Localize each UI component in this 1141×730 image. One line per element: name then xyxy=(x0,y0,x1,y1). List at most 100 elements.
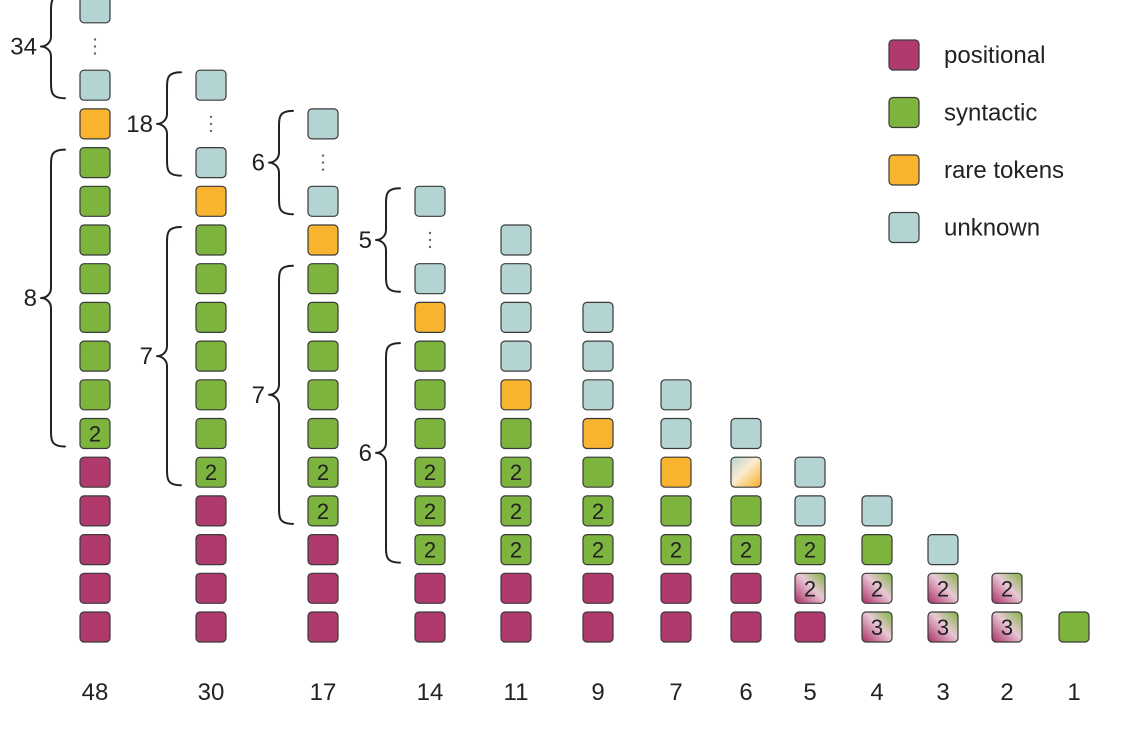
ellipsis-dot xyxy=(321,154,325,157)
positional-block xyxy=(307,533,339,566)
brace-count-label: 6 xyxy=(252,150,265,177)
rare-token-block xyxy=(195,185,227,217)
block-multiplicity: 2 xyxy=(424,460,436,485)
syntactic-block xyxy=(307,263,339,295)
ellipsis-dot xyxy=(93,45,97,48)
syntactic-block xyxy=(79,417,111,450)
positional-block xyxy=(79,495,111,527)
unknown-block xyxy=(582,301,614,333)
syntactic-block xyxy=(307,379,339,411)
column-count-label: 17 xyxy=(310,679,337,706)
rare-token-block xyxy=(79,108,111,140)
ellipsis-dot xyxy=(321,168,325,171)
legend-swatch xyxy=(888,96,920,129)
ellipsis-dots xyxy=(209,115,213,133)
positional-block xyxy=(500,611,532,643)
ellipsis-dot xyxy=(209,115,213,119)
column-6: 26 xyxy=(730,417,762,706)
column-48: 2 8 34 48 xyxy=(10,0,111,706)
syntactic-block xyxy=(195,340,227,372)
legend-label: positional xyxy=(944,42,1045,69)
syntactic-block xyxy=(307,340,339,372)
brace-count-label: 6 xyxy=(359,440,372,467)
columns: 2834482718302276172226514222112292726225… xyxy=(10,0,1090,706)
positional-block xyxy=(582,611,614,643)
block-multiplicity: 2 xyxy=(592,538,604,563)
rare-unknown-block xyxy=(730,456,762,488)
block-multiplicity: 2 xyxy=(510,499,522,524)
syntactic-block xyxy=(500,417,532,450)
positional-block xyxy=(79,572,111,604)
unknown-block xyxy=(730,417,762,450)
column-count-label: 3 xyxy=(936,679,949,706)
ellipsis-dots xyxy=(93,38,97,55)
syntactic-block xyxy=(582,495,614,527)
syntactic-block xyxy=(79,379,111,411)
column-count-label: 4 xyxy=(870,679,883,706)
positional-block xyxy=(730,572,762,604)
syntactic-block xyxy=(582,456,614,488)
syntactic-block xyxy=(414,340,446,372)
legend-label: syntactic xyxy=(944,100,1037,127)
syntactic-block xyxy=(500,456,532,488)
column-14: 2 2 2 6 5 14 xyxy=(359,185,446,706)
unknown-block xyxy=(195,69,227,101)
unknown-block xyxy=(794,456,826,488)
block-multiplicity: 2 xyxy=(804,538,816,563)
legend-label: rare tokens xyxy=(944,157,1064,184)
column-count-label: 11 xyxy=(504,679,529,706)
block-multiplicity: 2 xyxy=(510,460,522,485)
column-17: 2 2 7 6 17 xyxy=(252,108,339,706)
ellipsis-dot xyxy=(428,238,432,242)
block-multiplicity: 3 xyxy=(871,615,883,640)
positional-block xyxy=(582,572,614,604)
ellipsis-dot xyxy=(209,129,213,133)
column-1: 1 xyxy=(1058,611,1090,706)
rare-token-block xyxy=(414,301,446,333)
rare-token-block xyxy=(582,417,614,450)
group-brace xyxy=(375,187,401,293)
block-multiplicity: 2 xyxy=(317,499,329,524)
unknown-block xyxy=(307,108,339,140)
group-brace xyxy=(156,71,182,177)
syntactic-block xyxy=(195,301,227,333)
block-multiplicity: 2 xyxy=(937,576,949,601)
unknown-block xyxy=(500,340,532,372)
brace-count-label: 7 xyxy=(252,382,265,409)
group-brace xyxy=(268,109,294,216)
rare-token-block xyxy=(500,379,532,411)
syntactic-block xyxy=(79,340,111,372)
column-30: 2 7 18 30 xyxy=(126,69,227,706)
unknown-block xyxy=(582,379,614,411)
unknown-block xyxy=(861,495,893,527)
positional-block xyxy=(730,611,762,643)
brace-count-label: 18 xyxy=(126,111,153,138)
column-count-label: 48 xyxy=(82,679,109,706)
group-brace xyxy=(268,264,294,525)
unknown-block xyxy=(500,301,532,333)
group-brace xyxy=(40,0,66,100)
positional-syntactic-block xyxy=(794,572,826,604)
syntactic-block xyxy=(195,456,227,488)
syntactic-block xyxy=(730,533,762,566)
brace-count-label: 8 xyxy=(24,285,37,312)
block-multiplicity: 2 xyxy=(592,499,604,524)
syntactic-block xyxy=(414,417,446,450)
positional-block xyxy=(307,611,339,643)
rare-token-block xyxy=(660,456,692,488)
column-7: 27 xyxy=(660,379,692,706)
positional-syntactic-block xyxy=(861,611,893,643)
block-multiplicity: 2 xyxy=(804,576,816,601)
syntactic-block xyxy=(79,263,111,295)
block-multiplicity: 2 xyxy=(510,538,522,563)
syntactic-block xyxy=(195,417,227,450)
unknown-block xyxy=(500,224,532,256)
unknown-block xyxy=(660,417,692,450)
ellipsis-dot xyxy=(428,245,432,249)
syntactic-block xyxy=(794,533,826,566)
positional-syntactic-block xyxy=(927,572,959,604)
positional-block xyxy=(79,456,111,488)
legend-item-unknown: unknown xyxy=(888,211,1040,244)
positional-block xyxy=(195,611,227,643)
